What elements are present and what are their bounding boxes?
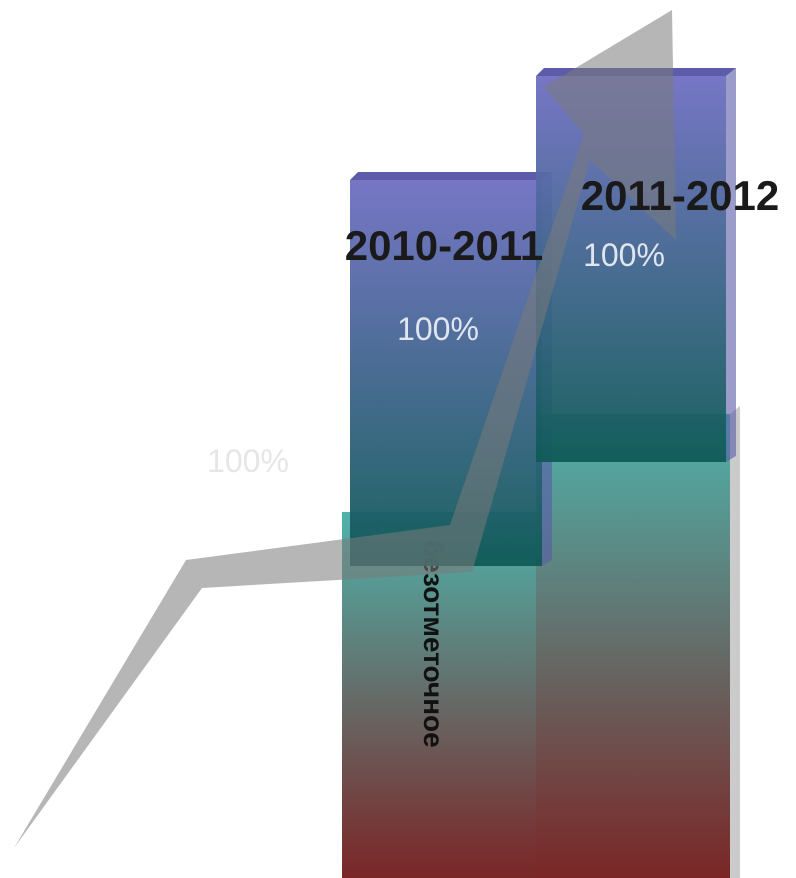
category-label-2010-2011: 2010-2011 (345, 222, 544, 269)
category-label-2011-2012: 2011-2012 (581, 172, 780, 219)
bar-cap-2010-2011 (350, 172, 552, 180)
trend-arrow (14, 10, 676, 848)
data-label-3: 100% (207, 443, 289, 479)
data-label-1: 100% (397, 311, 479, 347)
bar-side-2011-2012 (726, 68, 736, 462)
bar-back-2011-2012 (536, 414, 730, 878)
data-label-2: 100% (583, 237, 665, 273)
bar-back-side-2011-2012 (730, 406, 740, 878)
